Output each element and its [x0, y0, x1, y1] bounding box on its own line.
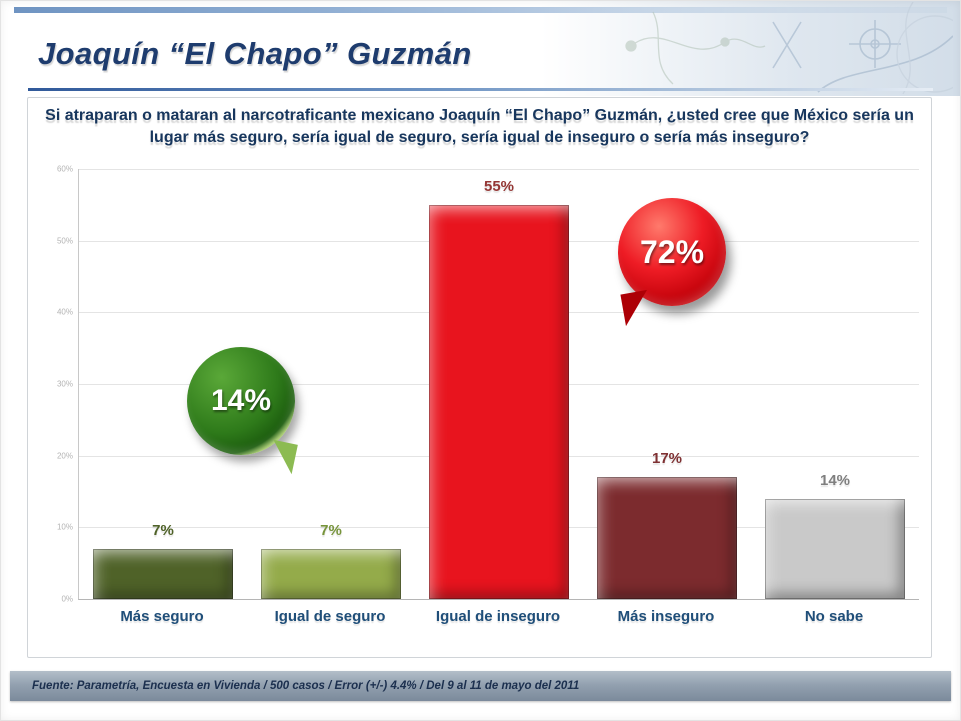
y-axis-tick-label: 30% — [56, 379, 73, 389]
x-axis-label: Igual de seguro — [274, 608, 386, 625]
bar-2 — [261, 548, 401, 599]
gridline — [79, 169, 919, 170]
header-background-wash — [541, 0, 961, 96]
bar-value-label: 14% — [819, 471, 851, 489]
y-axis-tick-label: 20% — [56, 451, 73, 461]
bar-1 — [93, 548, 233, 599]
survey-question: Si atraparan o mataran al narcotraficant… — [45, 107, 914, 146]
x-axis-labels: Más seguro Igual de seguro Igual de insegu… — [78, 608, 918, 632]
header-accent-line — [14, 7, 947, 13]
x-axis-label: Igual de inseguro — [435, 608, 561, 625]
x-axis-label: No sabe — [804, 608, 864, 625]
bar-chart-plot-area: 0% 10% 20% 30% 40% 50% 60% 7% 7% 55% 17% 14% — [57, 165, 919, 604]
y-axis-tick-label: 10% — [56, 522, 73, 532]
x-axis-label: Más seguro — [120, 608, 204, 625]
y-axis-tick-label: 0% — [61, 594, 73, 604]
callout-bubble-red: 72% — [618, 198, 726, 306]
callout-red-label: 72% — [639, 233, 705, 270]
title-divider — [28, 88, 933, 91]
chart-panel: Si atraparan o mataran al narcotraficant… — [27, 97, 932, 658]
bar-value-label: 55% — [483, 177, 515, 195]
callout-green-label: 14% — [210, 384, 272, 417]
bar-4 — [597, 477, 737, 599]
callout-bubble-green: 14% — [187, 347, 295, 455]
source-footer-text: Fuente: Parametría, Encuesta en Vivienda… — [32, 680, 580, 692]
bar-value-label: 7% — [152, 521, 174, 539]
page-title: Joaquín “El Chapo” Guzmán — [38, 36, 472, 71]
bar-value-label: 17% — [651, 450, 683, 468]
source-footer: Fuente: Parametría, Encuesta en Vivienda… — [10, 671, 951, 701]
bar-value-label: 7% — [320, 521, 342, 539]
y-axis-tick-label: 60% — [56, 164, 73, 174]
bar-5 — [765, 498, 905, 599]
y-axis-tick-label: 40% — [56, 307, 73, 317]
compass-map-decoration — [625, 2, 953, 94]
bar-3 — [429, 204, 569, 599]
y-axis-tick-label: 50% — [56, 236, 73, 246]
x-axis-label: Más inseguro — [617, 608, 715, 625]
